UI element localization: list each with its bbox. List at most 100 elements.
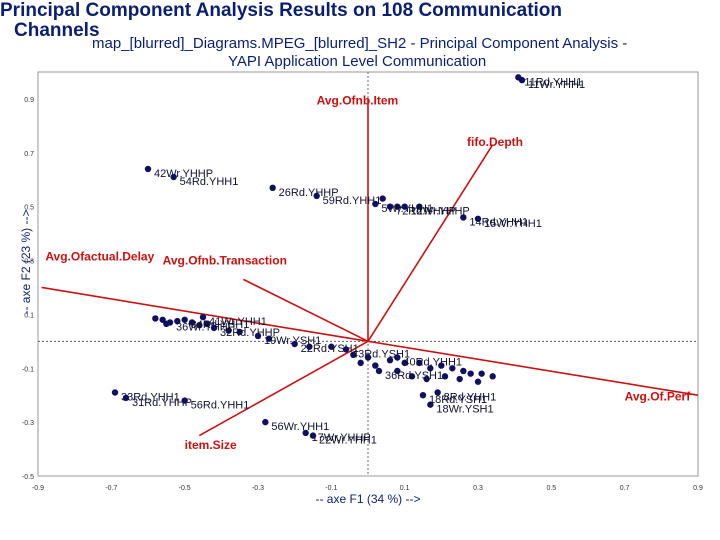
observation-label: 72Rd.YHHP [396,206,456,218]
observation-label: 36Wr.YHHP [176,321,235,333]
cluster-point [236,328,243,336]
variable-vectors: Avg.Ofnb.Item fifo.Depth Avg.Ofactual.Dela… [41,93,699,452]
cluster-point [203,320,210,328]
variable-label: Avg.Ofactual.Delay [45,250,154,264]
observation-point [170,173,177,181]
y-tick-label: 0.3 [24,259,34,266]
observation-point [111,389,119,396]
observation-point [291,340,298,348]
variable-label: Avg.Ofnb.Transaction [163,254,287,268]
cluster-point [416,203,423,210]
observation-label: 11Wr.YHH1 [528,79,585,91]
observation-point [386,203,394,210]
cluster-point [474,378,482,385]
observation-label: 40Rd.YHH1 [403,356,462,368]
cluster-point [427,365,434,372]
variable-label: item.Size [185,438,237,452]
y-tick-label: -0.5 [22,474,34,481]
observation-point [181,316,188,323]
x-tick-label: -0.1 [325,485,337,492]
tick-layer: -0.9 -0.7 -0.5 -0.3 -0.1 0.1 0.3 0.5 0.7 0.9 0.9 0.… [22,97,703,492]
observation-point [460,214,467,221]
observation-label: 33Rd.YHH1 [121,392,180,404]
observation-label: 19Wr.YSH1 [264,335,321,347]
y-tick-label: -0.1 [22,366,34,373]
chart-title-line2: Channels [14,20,100,41]
y-tick-label: 0.1 [24,312,34,319]
cluster-point [408,373,416,380]
observation-point [342,346,350,353]
chart-subtitle-line2: YAPI Application Level Communication [228,53,487,70]
observation-point [199,313,207,321]
x-tick-label: 0.5 [546,485,556,492]
point-cluster [152,195,496,385]
observation-label: 5Wr.YHH1 [381,203,433,215]
observation-point [254,332,262,340]
cluster-point [306,343,313,350]
observation-point [309,432,317,439]
variable-vector [242,278,369,343]
cluster-point [460,367,467,375]
observation-point [474,215,482,222]
observation-label: 31Rd.YHHP [132,397,192,409]
x-tick-label: -0.7 [105,485,117,492]
observation-point [372,200,379,208]
x-axis-label: -- axe F1 (34 %) --> [315,492,420,506]
cluster-point [416,359,423,367]
observation-label: 42Wr.YHHP [154,168,213,180]
observation-point [434,389,441,396]
variable-label: fifo.Depth [467,135,523,149]
variable-vector [198,340,369,437]
cluster-point [401,359,408,367]
y-tick-label: -0.3 [22,420,34,427]
cluster-point [174,317,181,325]
variable-vector [367,144,494,342]
observation-label: 54Rd.YHH1 [180,176,239,188]
observation-label: 59Rd.YHH1 [323,195,382,207]
y-axis-label: -- axe F2 (23 %) --> [19,209,33,314]
observation-point [427,401,434,408]
observation-point [122,394,130,402]
observation-label: 17Wr.YHHP [312,432,371,444]
chart-subtitle-line1: map_[blurred]_Diagrams.MPEG_[blurred]_SH… [92,35,628,52]
y-tick-label: 0.5 [24,205,34,212]
observation-point [166,319,174,326]
x-tick-label: -0.9 [32,485,44,492]
variable-vector [367,340,699,396]
cluster-point [489,373,496,380]
cluster-point [394,367,401,375]
x-tick-label: 0.3 [473,485,483,492]
observation-label: 14Rd.YHH1 [469,216,528,228]
observation-label: 15Wr.YHH1 [484,218,542,230]
observation-label: 56Wr.YHH1 [271,421,329,433]
x-tick-label: 0.7 [620,485,630,492]
observation-point [313,192,320,200]
observation-point [144,165,152,173]
chart-title-line1: Principal Component Analysis Results on … [0,0,563,21]
observation-point [210,324,218,332]
cluster-point [386,356,394,364]
cluster-point [379,195,386,202]
cluster-point [449,365,456,372]
cluster-point [372,362,379,369]
observation-point [518,76,526,84]
observation-label: 22Wr.YHH1 [319,435,377,447]
x-tick-label: 0.9 [693,485,703,492]
observation-point [262,418,269,426]
observation-label: 56Rd.YHH1 [191,400,250,412]
cluster-point [456,375,463,383]
observation-label: 11Rd.YHH1 [524,76,582,88]
cluster-point [196,321,203,329]
cluster-point [188,319,196,326]
observation-label: 26Rd.YHHP [279,187,339,199]
observation-point [401,203,408,210]
observation-label: 18Rd.YSH1 [429,394,487,406]
observation-label: 34Rd.YHH1 [191,319,250,331]
cluster-point [265,335,273,342]
y-tick-label: 0.7 [24,151,34,158]
cluster-point [152,315,159,322]
observation-label: 43Rd.YSH1 [352,348,410,360]
observation-label: 18Wr.YSH1 [436,404,493,416]
cluster-point [478,370,485,377]
